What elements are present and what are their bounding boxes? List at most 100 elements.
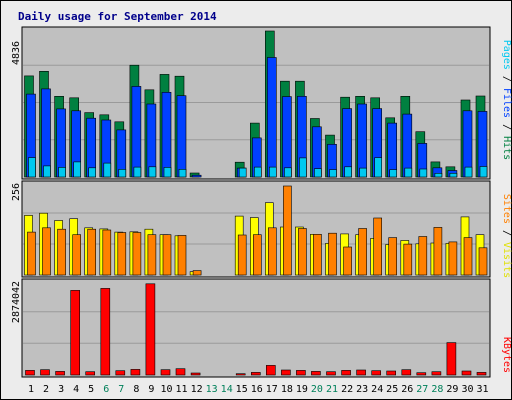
bar-pages-day-27 xyxy=(419,168,428,178)
bar-kbytes-day-15 xyxy=(235,373,246,376)
bar-pages-day-9 xyxy=(148,166,157,178)
legend-hits-files-pages: Pages / Files / Hits xyxy=(501,40,512,160)
bar-files-day-2 xyxy=(41,88,51,178)
x-tick-day-23: 23 xyxy=(356,384,368,395)
x-tick-day-17: 17 xyxy=(266,384,278,395)
x-tick-day-20: 20 xyxy=(311,384,323,395)
bar-kbytes-day-6 xyxy=(100,288,111,376)
x-tick-day-2: 2 xyxy=(43,384,49,395)
bar-sites-day-8 xyxy=(132,232,142,276)
bar-kbytes-day-18 xyxy=(281,369,291,376)
x-tick-day-26: 26 xyxy=(401,384,413,395)
bar-kbytes-day-3 xyxy=(55,371,65,376)
bar-pages-day-5 xyxy=(88,167,96,178)
x-tick-day-4: 4 xyxy=(73,384,79,395)
chart-title: Daily usage for September 2014 xyxy=(18,10,217,23)
bar-pages-day-19 xyxy=(299,157,307,178)
bar-files-day-17 xyxy=(266,57,277,178)
bar-files-day-26 xyxy=(402,113,413,178)
bar-sites-day-18 xyxy=(283,185,292,276)
legend-kbytes: KBytes xyxy=(501,337,512,373)
bar-files-day-25 xyxy=(387,122,398,178)
bar-sites-day-5 xyxy=(87,228,96,276)
bar-kbytes-day-21 xyxy=(326,371,336,376)
bar-pages-day-31 xyxy=(479,166,488,178)
x-tick-day-28: 28 xyxy=(431,384,443,395)
bar-pages-day-20 xyxy=(314,168,322,178)
bar-files-day-11 xyxy=(176,95,187,178)
legend-visits-sites: Sites / Visits xyxy=(501,194,512,278)
bar-pages-day-7 xyxy=(118,169,127,178)
legend-sep-3: / xyxy=(501,224,512,242)
bar-pages-day-6 xyxy=(103,162,112,178)
bar-pages-day-23 xyxy=(359,167,367,178)
bar-kbytes-day-9 xyxy=(145,283,156,376)
bar-pages-day-18 xyxy=(284,167,292,178)
bars-kbytes xyxy=(23,283,489,376)
bar-pages-day-29 xyxy=(449,173,458,178)
x-tick-day-15: 15 xyxy=(236,384,248,395)
x-tick-day-22: 22 xyxy=(341,384,353,395)
bar-kbytes-day-24 xyxy=(371,370,382,376)
bar-pages-day-24 xyxy=(374,157,383,178)
bar-pages-day-2 xyxy=(43,165,51,178)
legend-sep-2: / xyxy=(501,118,512,136)
bar-kbytes-day-10 xyxy=(160,369,171,376)
bar-sites-day-7 xyxy=(117,232,127,276)
bar-pages-day-3 xyxy=(58,167,66,178)
bar-sites-day-16 xyxy=(253,234,262,276)
svg-text:Sites / Visits: Sites / Visits xyxy=(501,194,512,278)
bar-sites-day-29 xyxy=(448,241,458,276)
x-tick-day-13: 13 xyxy=(206,384,218,395)
bar-sites-day-9 xyxy=(147,234,157,276)
bar-kbytes-day-25 xyxy=(386,370,397,376)
bar-kbytes-day-20 xyxy=(311,371,321,376)
bar-kbytes-day-4 xyxy=(70,290,80,376)
bar-sites-day-10 xyxy=(162,234,172,276)
bar-sites-day-6 xyxy=(102,229,112,276)
bar-pages-day-25 xyxy=(389,169,398,178)
bar-kbytes-day-26 xyxy=(401,369,412,376)
legend-files: Files xyxy=(501,88,512,118)
bar-pages-day-26 xyxy=(404,167,413,178)
x-tick-day-1: 1 xyxy=(28,384,34,395)
bar-kbytes-day-29 xyxy=(446,342,457,376)
bar-pages-day-16 xyxy=(254,166,262,178)
bar-sites-day-11 xyxy=(177,235,187,276)
bar-kbytes-day-12 xyxy=(190,372,201,376)
bar-sites-day-2 xyxy=(42,227,51,276)
bar-pages-day-8 xyxy=(133,166,142,178)
x-tick-day-27: 27 xyxy=(416,384,428,395)
bar-sites-day-12 xyxy=(192,270,202,276)
bar-kbytes-day-23 xyxy=(356,369,366,376)
ymax-label-visits: 256 xyxy=(11,183,22,201)
bar-sites-day-15 xyxy=(237,234,247,276)
bar-kbytes-day-5 xyxy=(85,371,95,376)
bar-files-day-23 xyxy=(357,103,367,178)
bars-visits-sites xyxy=(23,185,489,276)
bar-files-day-12 xyxy=(191,174,202,178)
bar-sites-day-22 xyxy=(343,246,352,276)
bar-pages-day-21 xyxy=(329,169,337,178)
ymax-label-kbytes: 2874042 xyxy=(11,281,22,323)
x-tick-day-5: 5 xyxy=(88,384,94,395)
bar-kbytes-day-30 xyxy=(461,370,472,376)
bar-pages-day-17 xyxy=(268,166,277,178)
bar-sites-day-3 xyxy=(57,228,66,276)
bar-kbytes-day-22 xyxy=(341,370,351,376)
ymax-label-hits: 4836 xyxy=(11,41,22,65)
bar-sites-day-27 xyxy=(418,236,428,276)
bar-kbytes-day-31 xyxy=(476,372,487,376)
bar-sites-day-17 xyxy=(267,227,277,276)
bar-kbytes-day-11 xyxy=(175,368,186,376)
x-tick-day-18: 18 xyxy=(281,384,293,395)
bar-pages-day-4 xyxy=(73,161,81,178)
x-tick-day-21: 21 xyxy=(326,384,338,395)
bar-pages-day-11 xyxy=(178,169,187,178)
bar-sites-day-20 xyxy=(313,234,322,276)
legend-hits: Hits xyxy=(501,136,512,160)
x-tick-day-14: 14 xyxy=(221,384,233,395)
bar-kbytes-day-16 xyxy=(251,372,261,376)
bar-sites-day-4 xyxy=(72,234,81,276)
x-tick-day-10: 10 xyxy=(160,384,172,395)
